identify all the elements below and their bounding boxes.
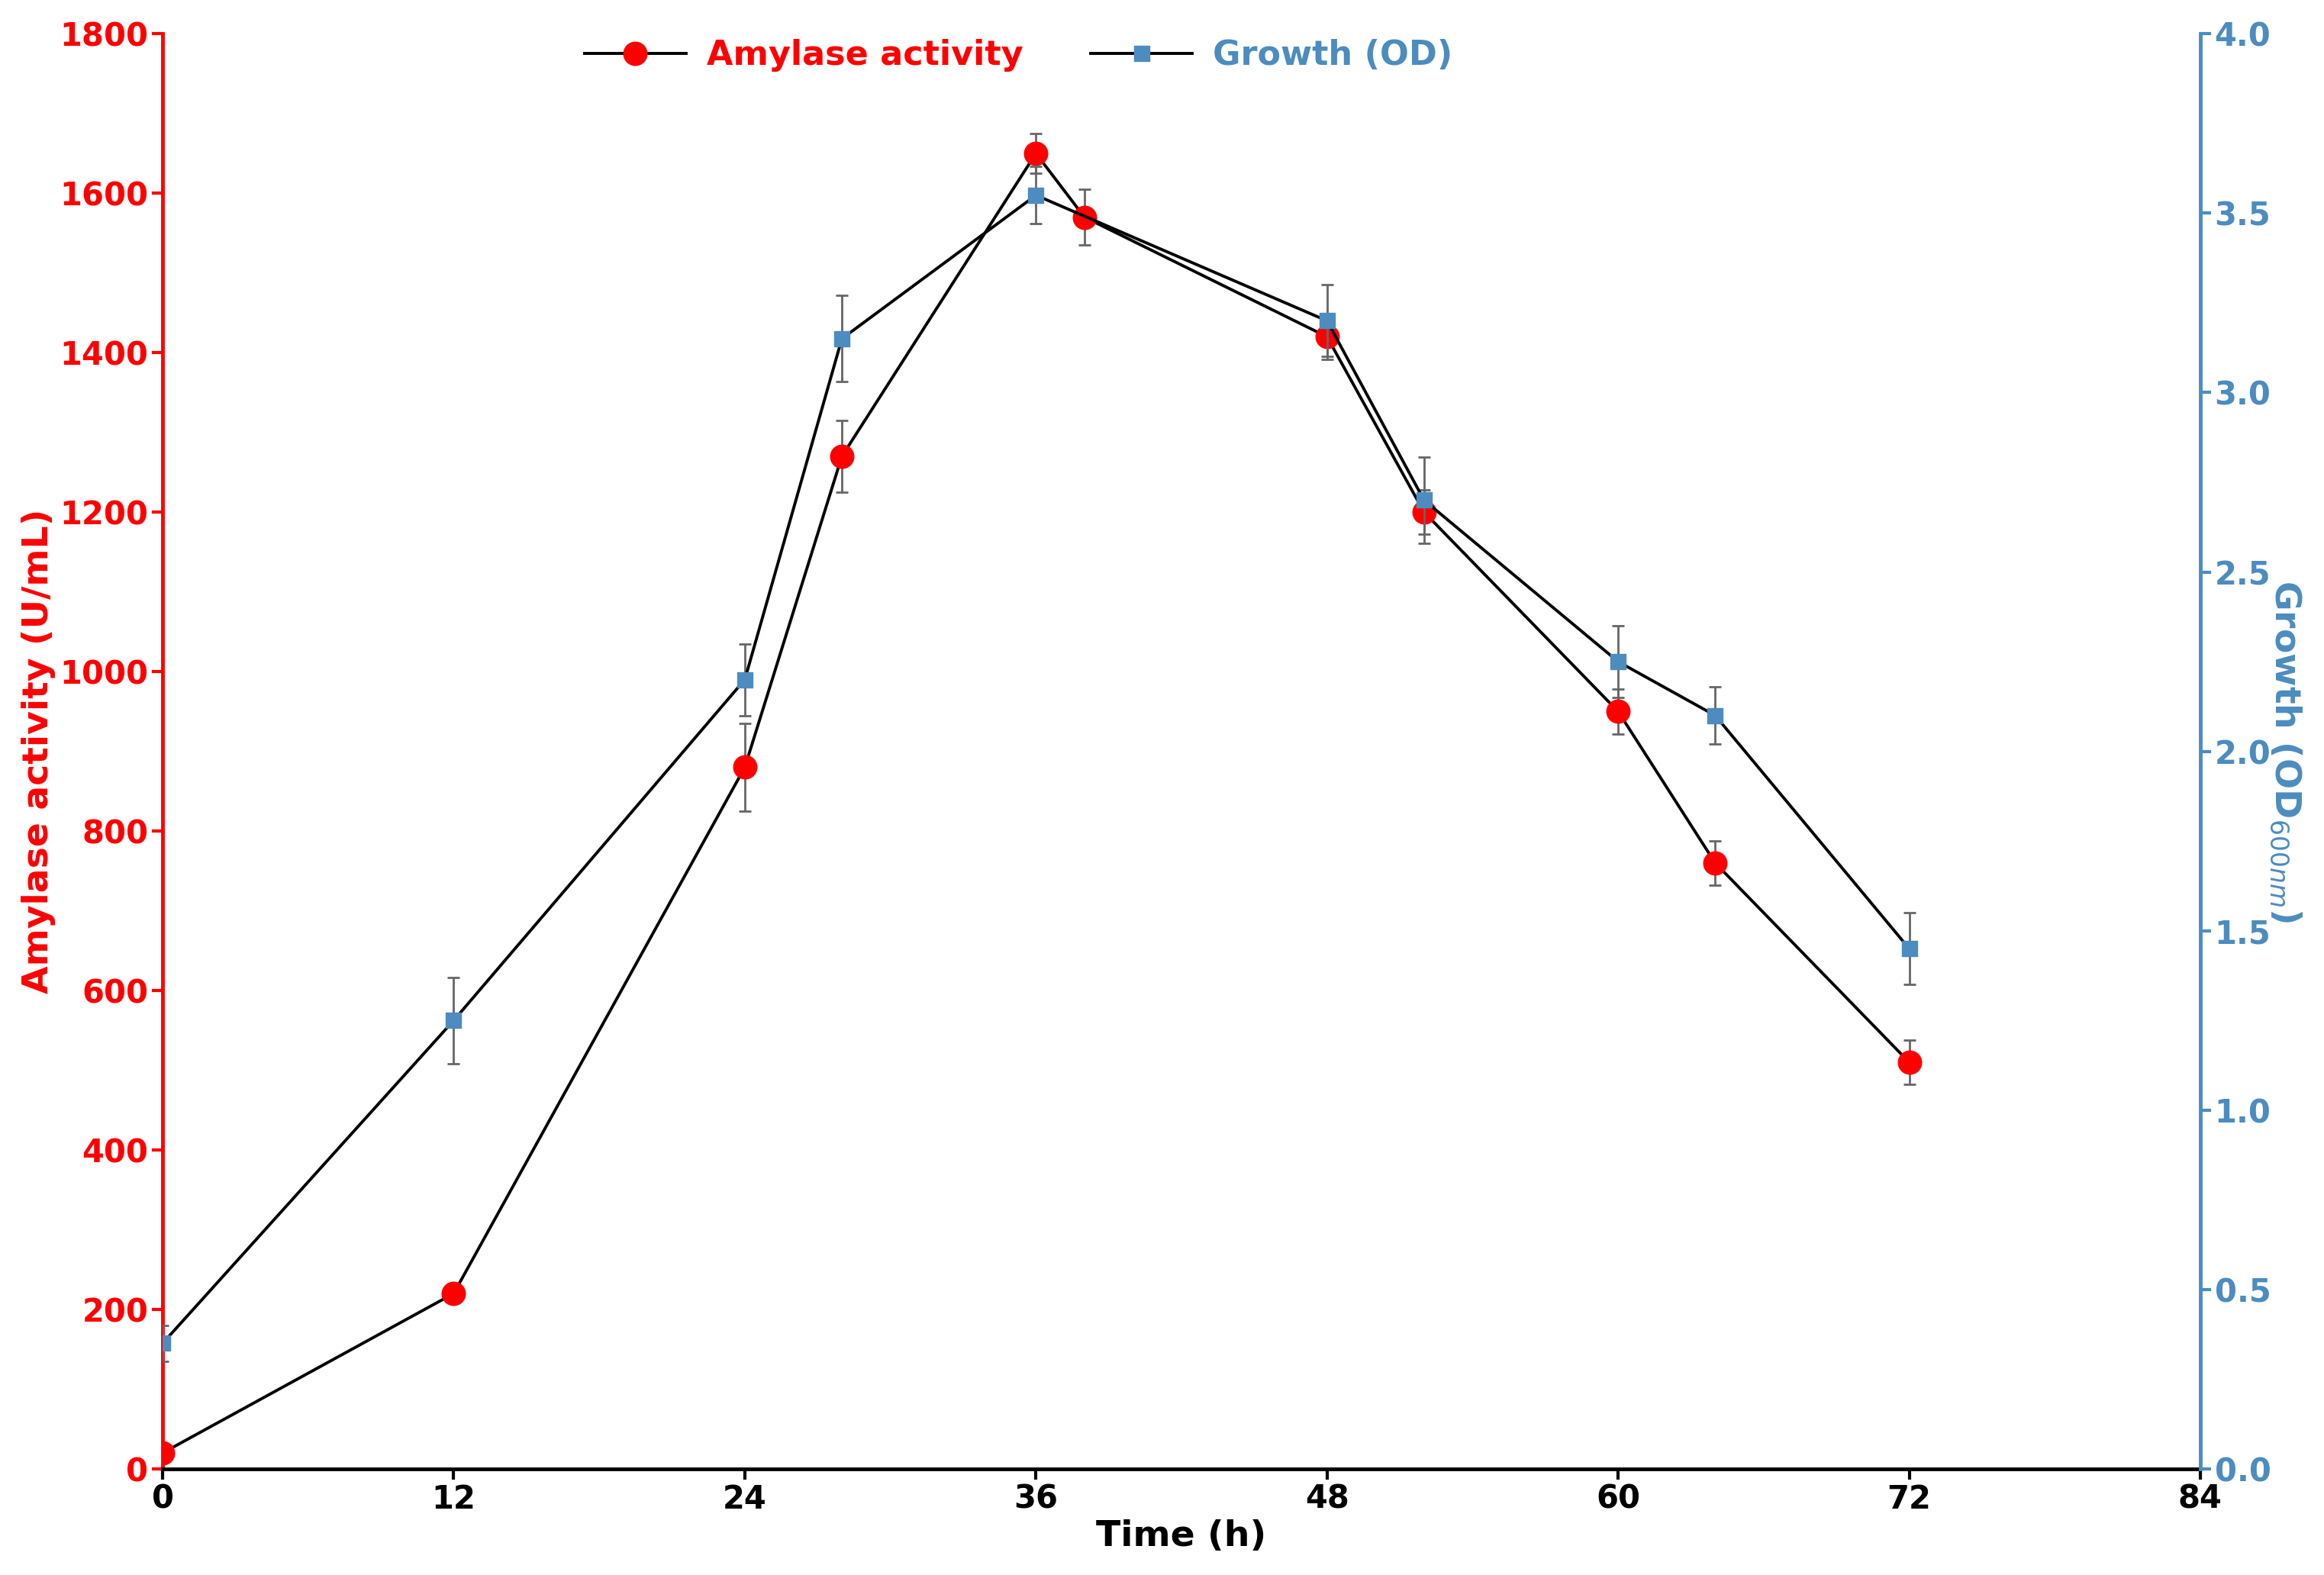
Legend: Amylase activity, Growth (OD): Amylase activity, Growth (OD) — [567, 22, 1469, 88]
X-axis label: Time (h): Time (h) — [1097, 1520, 1267, 1555]
Y-axis label: Amylase activity (U/mL): Amylase activity (U/mL) — [21, 509, 56, 994]
Y-axis label: Growth (OD$_{600nm}$): Growth (OD$_{600nm}$) — [2268, 580, 2303, 923]
